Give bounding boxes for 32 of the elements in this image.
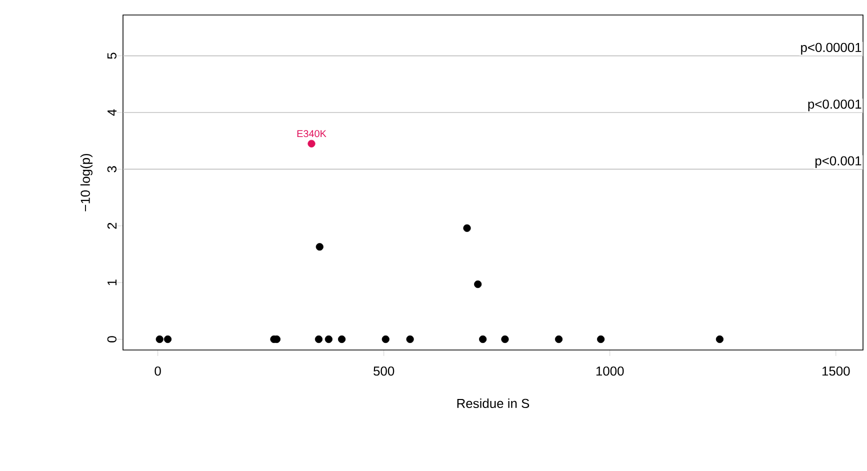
point (338, 335, 346, 344)
point (382, 335, 390, 344)
point (308, 140, 316, 148)
y-tick-label: 0 (107, 336, 116, 342)
x-axis-title: Residue in S (457, 398, 530, 408)
point (479, 335, 487, 344)
point (474, 280, 482, 288)
x-tick-label: 0 (154, 366, 161, 376)
point (716, 335, 724, 344)
point (554, 335, 563, 344)
point (156, 335, 164, 344)
point (406, 335, 414, 344)
point (314, 335, 323, 344)
point (597, 335, 605, 344)
x-tick-label: 1000 (596, 366, 624, 376)
y-axis-title: −10 log(p) (80, 154, 92, 212)
y-tick-label: 4 (108, 109, 116, 116)
x-tick-label: 1500 (822, 366, 850, 376)
y-tick-label: 3 (107, 166, 116, 172)
y-tick-label: 1 (108, 280, 116, 286)
point (164, 335, 172, 344)
point (463, 224, 471, 232)
ref-line-label: p<0.00001 (801, 42, 862, 55)
x-tick-label: 500 (374, 366, 394, 376)
point (316, 243, 324, 251)
point (324, 335, 332, 344)
ref-line-label: p<0.0001 (808, 100, 862, 112)
annotation: E340K (297, 130, 326, 138)
y-tick-label: 2 (107, 222, 116, 229)
point (501, 335, 509, 344)
y-tick-label: 5 (107, 52, 116, 59)
ref-line-label: p<0.001 (815, 156, 862, 168)
